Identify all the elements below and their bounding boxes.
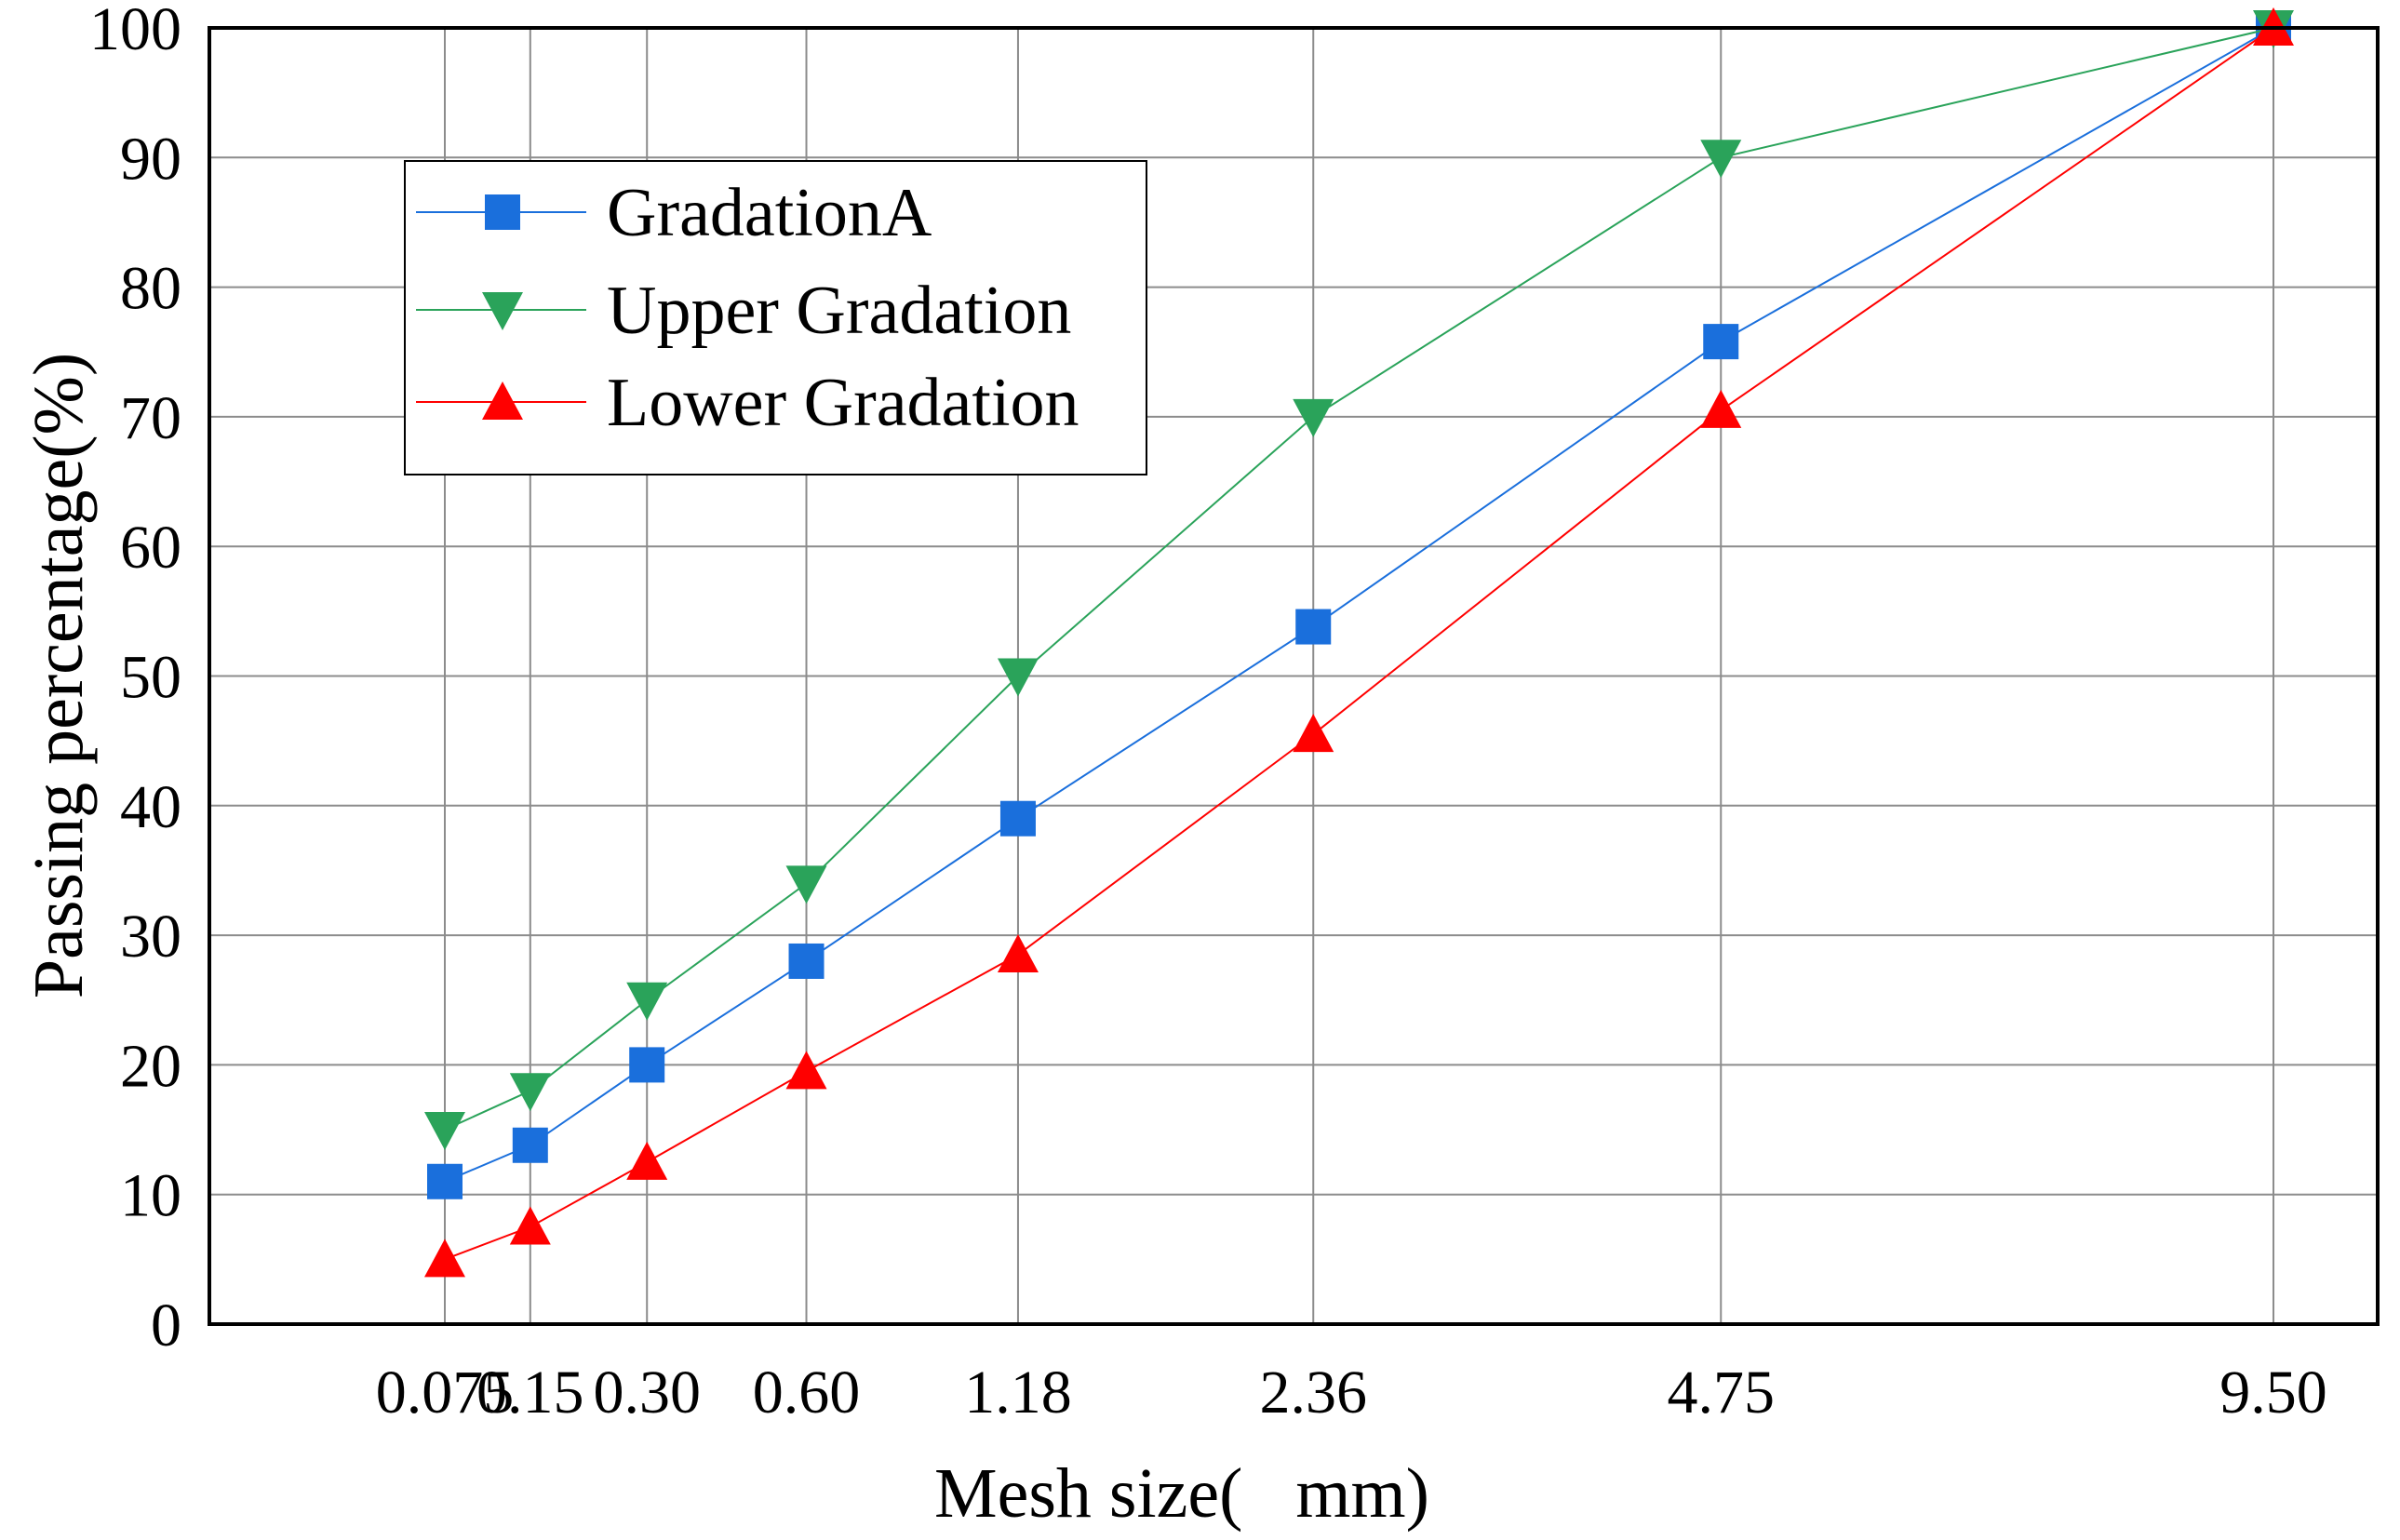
x-tick-label: 0.075: [376, 1359, 515, 1426]
legend-entry-gradationa: GradationA: [416, 175, 932, 251]
series-upper-gradation: [424, 10, 2294, 1151]
data-point-upper-gradation: [997, 658, 1039, 697]
x-tick-label: 0.60: [753, 1359, 861, 1426]
x-tick-label: 1.18: [964, 1359, 1072, 1426]
data-point-gradationa: [1703, 324, 1739, 360]
series-line-upper-gradation: [444, 27, 2274, 1131]
y-tick-label: 40: [120, 773, 181, 841]
data-point-upper-gradation: [509, 1073, 551, 1112]
x-tick-label: 0.15: [476, 1359, 584, 1426]
data-point-gradationa: [629, 1047, 665, 1083]
legend-label-lower-gradation: Lower Gradation: [607, 365, 1079, 441]
series-line-gradationa: [444, 27, 2274, 1183]
data-point-gradationa: [999, 800, 1036, 837]
data-point-lower-gradation: [997, 933, 1039, 972]
data-point-lower-gradation: [1700, 389, 1742, 428]
x-tick-label: 4.75: [1668, 1359, 1776, 1426]
y-tick-label: 90: [120, 125, 181, 193]
x-tick-label: 9.50: [2219, 1359, 2327, 1426]
legend-marker-lower-gradation: [482, 382, 523, 420]
y-tick-label: 20: [120, 1032, 181, 1100]
legend-entry-lower-gradation: Lower Gradation: [416, 365, 1079, 441]
y-tick-label: 30: [120, 903, 181, 971]
data-point-lower-gradation: [626, 1141, 668, 1180]
data-point-gradationa: [788, 943, 825, 979]
legend-label-gradationa: GradationA: [607, 175, 932, 251]
legend-box: [404, 160, 1147, 475]
data-point-lower-gradation: [785, 1051, 827, 1090]
y-tick-label: 70: [120, 384, 181, 452]
legend: GradationA Upper Gradation Lower Gradation: [404, 160, 1147, 475]
data-point-upper-gradation: [1700, 140, 1742, 179]
y-tick-label: 0: [151, 1292, 181, 1359]
legend-label-upper-gradation: Upper Gradation: [607, 273, 1071, 349]
y-axis-tick-labels: 0 10 20 30 40 50 60 70 80 90 100: [89, 0, 181, 1359]
y-tick-label: 50: [120, 644, 181, 712]
plot-area-frame: [208, 26, 2380, 1326]
y-tick-label: 80: [120, 255, 181, 323]
series-layer: [424, 7, 2294, 1278]
data-point-lower-gradation: [424, 1239, 465, 1278]
data-point-upper-gradation: [626, 982, 668, 1021]
y-tick-label: 10: [120, 1162, 181, 1230]
data-point-upper-gradation: [424, 1112, 465, 1151]
y-tick-label: 60: [120, 514, 181, 582]
data-point-lower-gradation: [1293, 714, 1334, 753]
legend-entry-upper-gradation: Upper Gradation: [416, 273, 1071, 349]
data-point-gradationa: [427, 1163, 463, 1199]
data-point-lower-gradation: [509, 1206, 551, 1245]
data-point-upper-gradation: [1293, 398, 1334, 437]
x-tick-label: 0.30: [593, 1359, 701, 1426]
y-axis-title: Passing percentage(%): [20, 353, 98, 998]
data-point-upper-gradation: [785, 865, 827, 904]
series-line-lower-gradation: [444, 27, 2274, 1261]
y-tick-label: 100: [89, 0, 181, 63]
data-point-gradationa: [1295, 609, 1332, 645]
series-lower-gradation: [424, 7, 2294, 1278]
x-tick-label: 2.36: [1259, 1359, 1367, 1426]
data-point-gradationa: [512, 1127, 548, 1163]
legend-marker-gradationa: [485, 194, 520, 230]
legend-marker-upper-gradation: [482, 292, 523, 330]
x-axis-title: Mesh size( mm): [934, 1454, 1429, 1533]
